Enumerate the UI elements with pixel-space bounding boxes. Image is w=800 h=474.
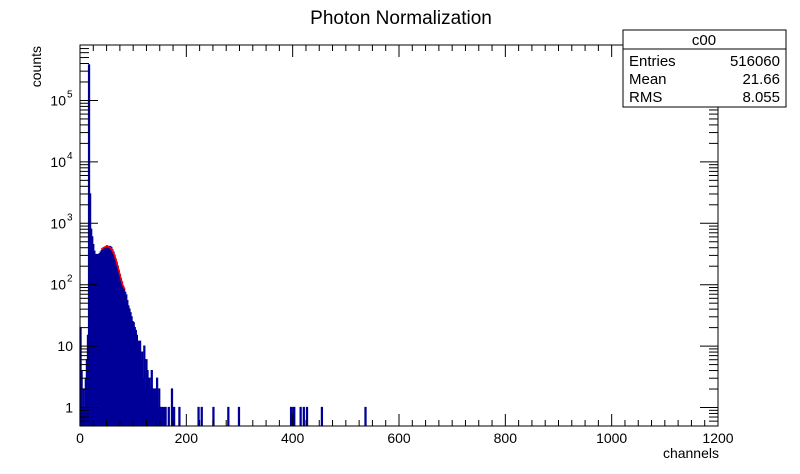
histogram-bar [364,406,367,426]
histogram-bar [289,406,293,426]
histogram-bar [143,345,146,426]
histogram-bar [320,406,324,426]
x-tick-label: 1200 [702,430,733,446]
y-tick-exponent: 4 [67,151,73,162]
stats-box-frame [622,29,787,108]
x-tick-label: 0 [76,430,84,446]
y-tick-exponent: 5 [67,89,73,100]
stats-box-title: c00 [692,32,716,49]
histogram-bar [197,406,200,426]
y-tick-exponent: 2 [67,274,73,285]
stats-label-rms: RMS [629,89,662,106]
histogram-bar [305,406,309,426]
chart-title: Photon Normalization [310,8,492,29]
y-tick-label: 1 [65,400,73,416]
histogram-bar [146,369,149,426]
histogram-bar [164,406,167,426]
histogram-bar [293,406,296,426]
y-tick-label: 10 [50,277,66,293]
histogram-bar [155,377,159,426]
histogram-bar [237,406,241,426]
histogram-bar [299,406,302,426]
histogram-bar [212,406,215,426]
x-tick-label: 1000 [596,430,627,446]
y-tick-label: 10 [50,92,66,108]
histogram-bar [162,406,165,426]
plot-frame [79,44,719,427]
x-tick-label: 800 [494,430,518,446]
histogram-bar [302,406,305,426]
histogram-bar [200,406,203,426]
stats-label-entries: Entries [629,53,676,70]
x-tick-label: 200 [175,430,199,446]
histogram-bar [227,406,230,426]
histogram-bar [160,406,163,426]
stats-value-rms: 8.055 [742,89,780,106]
y-tick-label: 10 [50,154,66,170]
fit-curve [100,245,126,290]
histogram-bar [170,388,174,426]
x-axis-label: channels [663,445,719,461]
y-tick-label: 10 [50,215,66,231]
stats-value-entries: 516060 [730,53,780,70]
y-axis-label: counts [28,46,44,87]
histogram-bar [167,406,170,426]
y-tick-exponent: 3 [67,212,73,223]
stats-value-mean: 21.66 [742,71,780,88]
x-tick-label: 600 [387,430,411,446]
histogram-bar [172,406,176,426]
x-tick-label: 400 [281,430,305,446]
y-tick-label: 10 [57,338,73,354]
stats-box: c00 Entries 516060 Mean 21.66 RMS 8.055 [622,29,787,108]
stats-label-mean: Mean [629,71,667,88]
histogram-bar [178,406,181,426]
